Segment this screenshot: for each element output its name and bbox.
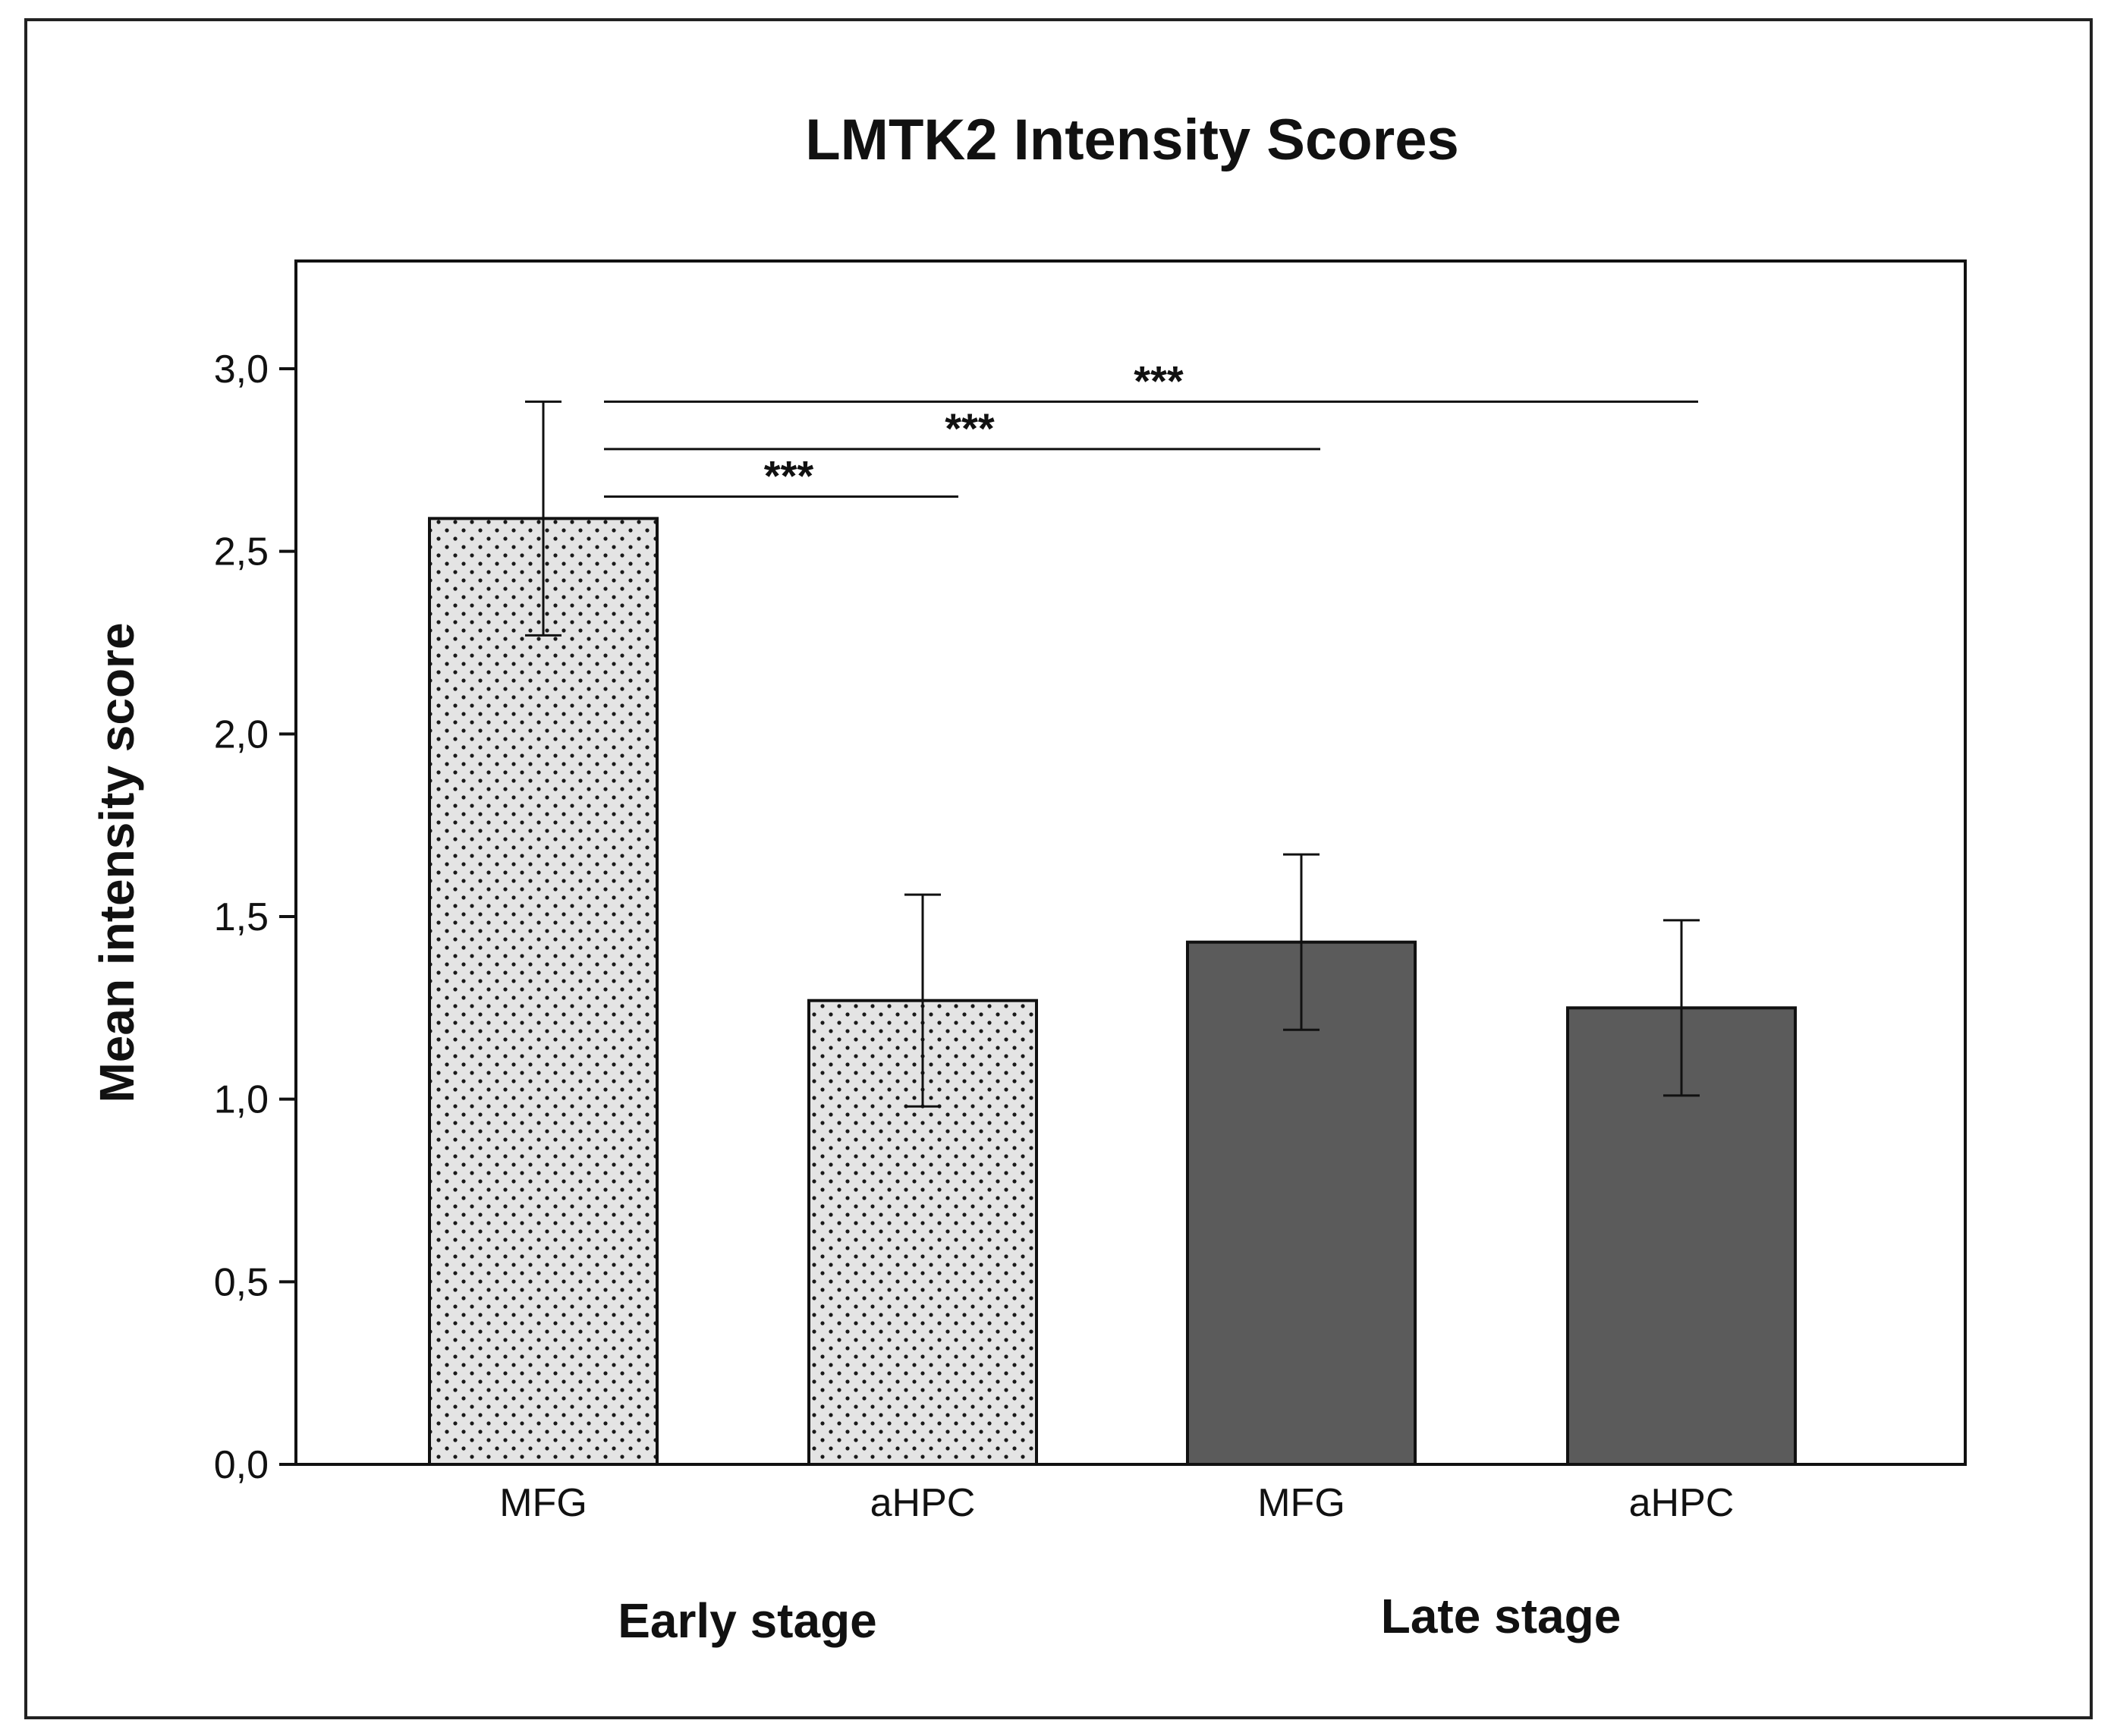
significance-stars: *** — [764, 451, 814, 499]
y-tick-label: 2,5 — [214, 530, 269, 574]
y-tick-label: 2,0 — [214, 712, 269, 756]
y-tick-label: 0,0 — [214, 1443, 269, 1487]
y-tick-label: 1,5 — [214, 895, 269, 939]
y-tick-label: 1,0 — [214, 1078, 269, 1122]
significance-stars: *** — [945, 404, 995, 452]
bar-mfg-early — [428, 517, 659, 1466]
y-tick-label: 3,0 — [214, 348, 269, 392]
y-axis-label: Mean intensity score — [90, 622, 144, 1102]
x-tick-label: MFG — [1257, 1481, 1345, 1525]
y-axis: 0,0 0,5 1,0 1,5 2,0 2,5 3,0 — [214, 348, 296, 1487]
x-axis: MFG aHPC MFG aHPC — [499, 1481, 1734, 1525]
plot-area-frame — [294, 259, 1967, 1466]
significance-stars: *** — [1134, 357, 1184, 404]
group-label-late-stage: Late stage — [1381, 1589, 1622, 1643]
bars — [428, 400, 1797, 1467]
x-tick-label: MFG — [499, 1481, 587, 1525]
group-label-early-stage: Early stage — [618, 1593, 877, 1648]
x-tick-label: aHPC — [870, 1481, 976, 1525]
significance-annotations: *** *** *** — [604, 357, 1698, 499]
y-tick-label: 0,5 — [214, 1260, 269, 1304]
chart-title: LMTK2 Intensity Scores — [805, 108, 1459, 172]
x-tick-label: aHPC — [1629, 1481, 1735, 1525]
